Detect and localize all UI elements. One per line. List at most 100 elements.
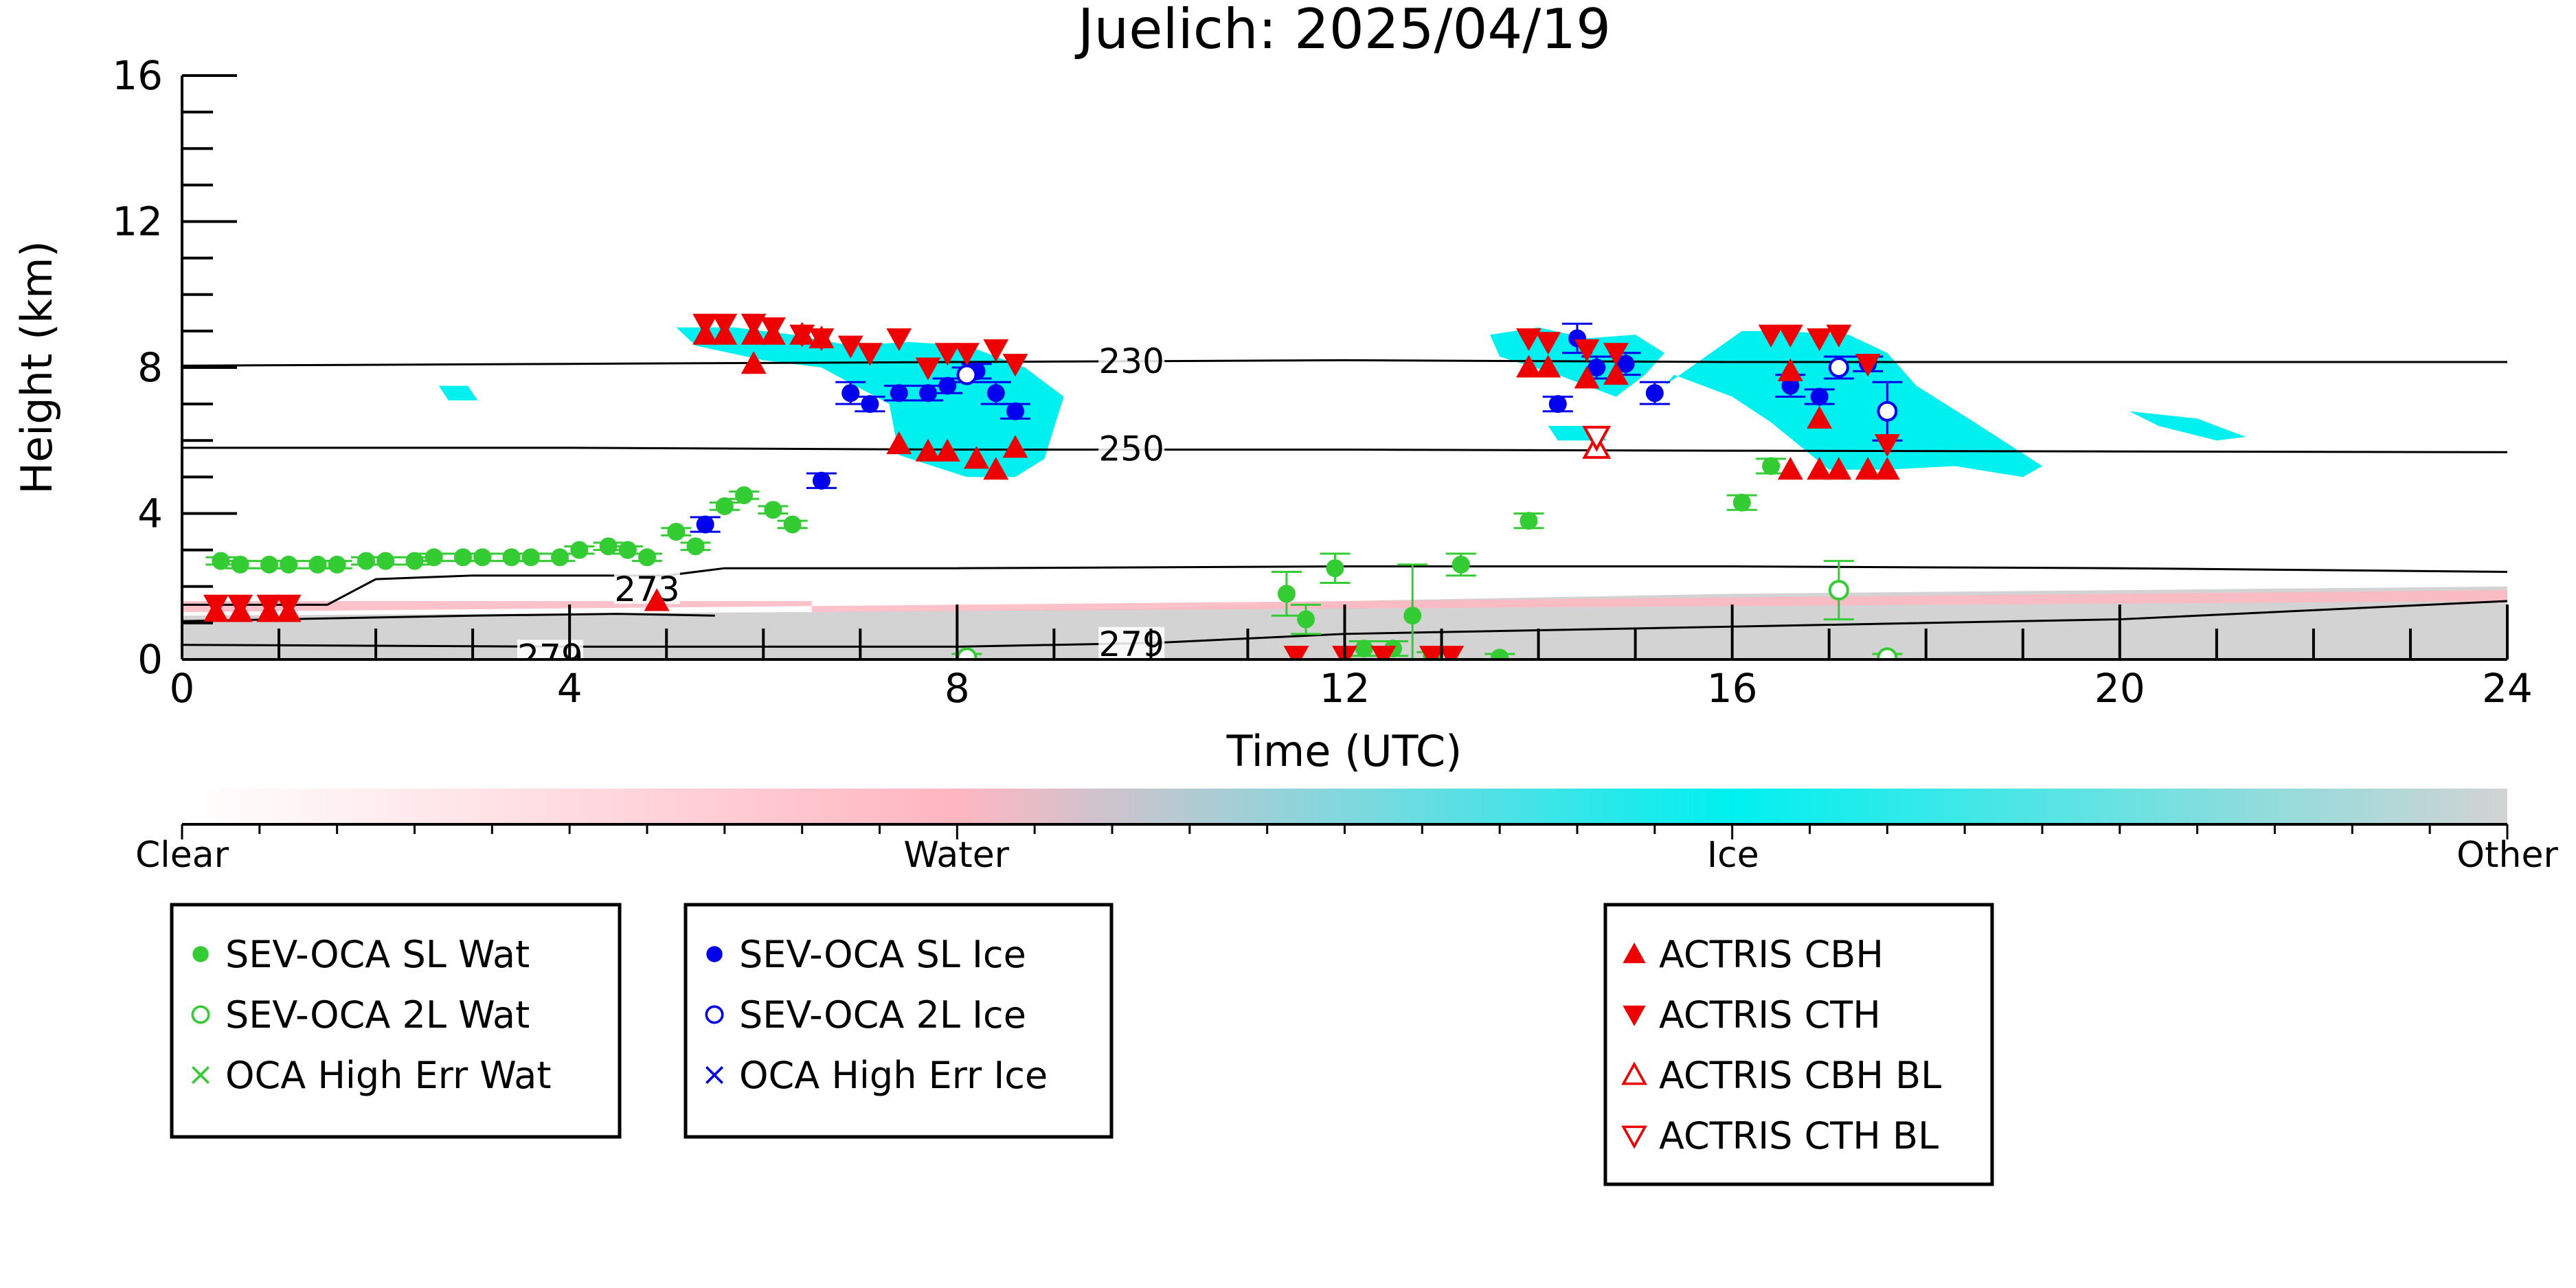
actris-point	[712, 313, 738, 337]
legend-box	[170, 903, 622, 1139]
ice-region	[1664, 330, 2042, 477]
legend-label: OCA High Err Wat	[225, 1054, 552, 1097]
data-point	[919, 384, 938, 403]
data-point	[551, 548, 569, 567]
legend-marker	[1621, 1125, 1647, 1149]
colorbar-gradient	[182, 789, 2507, 824]
legend-label: SEV-OCA SL Ice	[739, 933, 1026, 976]
data-point	[1326, 559, 1344, 578]
data-point	[812, 471, 831, 490]
contour-label-bg	[517, 640, 583, 659]
data-point	[357, 552, 375, 570]
actris-point	[741, 313, 767, 337]
actris-point	[915, 438, 941, 462]
data-point	[425, 548, 443, 567]
y-tick-label: 8	[137, 344, 163, 391]
x-tick-label: 12	[1320, 665, 1370, 712]
data-point	[1006, 402, 1024, 420]
actris-point	[1002, 354, 1028, 377]
data-point	[1877, 647, 1898, 659]
actris-point	[1574, 339, 1600, 363]
actris-point	[954, 343, 980, 366]
data-point	[1828, 580, 1849, 601]
actris-point	[915, 357, 941, 381]
legend-label: ACTRIS CBH	[1659, 933, 1884, 976]
legend-marker	[192, 1066, 210, 1084]
contour-label: 230	[1098, 341, 1164, 381]
actris-point	[1582, 425, 1612, 452]
data-point	[1588, 359, 1606, 376]
actris-point	[760, 317, 786, 341]
actris-point	[886, 431, 912, 455]
actris-point	[1777, 358, 1803, 381]
actris-point	[964, 446, 989, 469]
actris-point	[227, 594, 253, 618]
colorbar: Clear Water Ice Other	[135, 789, 2558, 876]
data-point	[328, 555, 346, 574]
actris-point	[1535, 332, 1561, 355]
actris-point	[644, 588, 670, 611]
ice-region	[2129, 411, 2246, 441]
actris-point	[1516, 328, 1541, 352]
data-point	[473, 548, 492, 567]
data-point	[1297, 610, 1315, 629]
data-point	[1877, 400, 1898, 422]
y-tick-label: 0	[137, 636, 163, 683]
legend-marker	[705, 1066, 723, 1084]
legend-label: ACTRIS CTH BL	[1659, 1114, 1939, 1157]
data-point	[454, 548, 473, 567]
actris-point	[1516, 354, 1541, 378]
x-tick-label: 0	[170, 665, 195, 712]
y-tick-label: 12	[112, 199, 163, 245]
data-point	[956, 364, 978, 385]
data-point	[1762, 457, 1781, 475]
legend-box	[1603, 903, 1994, 1186]
legend-label: OCA High Err Ice	[739, 1054, 1048, 1097]
legend-box	[683, 903, 1114, 1139]
data-point	[764, 501, 782, 519]
data-point	[1548, 395, 1567, 414]
data-point	[686, 537, 705, 556]
data-point	[599, 537, 618, 556]
actris-point	[857, 343, 883, 366]
legend-label: SEV-OCA SL Wat	[225, 933, 530, 976]
actris-point	[1777, 324, 1803, 348]
actris-point	[837, 335, 863, 359]
contour-label-bg	[1098, 626, 1165, 659]
actris-point	[275, 594, 302, 618]
x-tick-label: 8	[945, 665, 970, 712]
x-axis-title: Time (UTC)	[1226, 726, 1462, 776]
data-point	[1616, 354, 1635, 373]
data-point	[1277, 585, 1296, 603]
data-point	[1519, 512, 1538, 530]
data-point	[1403, 607, 1422, 625]
data-point	[861, 395, 879, 414]
actris-point	[1603, 343, 1629, 366]
actris-point	[934, 343, 960, 366]
actris-point	[1419, 646, 1445, 659]
ice-region	[438, 385, 478, 400]
data-point	[783, 515, 802, 534]
actris-point	[1777, 457, 1803, 480]
legend-marker	[1621, 1061, 1647, 1085]
data-point	[570, 541, 589, 559]
data-point	[502, 548, 521, 567]
actris-point	[789, 324, 815, 348]
data-point	[308, 555, 327, 574]
contour-label-bg	[614, 572, 680, 605]
actris-point	[1874, 434, 1900, 457]
actris-point	[983, 339, 1009, 363]
contour-label: 279	[517, 637, 583, 677]
temperature-contour	[182, 447, 2507, 453]
legend-marker	[1623, 942, 1646, 964]
legend-label: SEV-OCA 2L Wat	[225, 993, 530, 1037]
data-point	[1732, 493, 1751, 512]
data-point	[667, 523, 686, 541]
actris-point	[1758, 324, 1784, 348]
y-tick-label: 16	[112, 52, 163, 99]
temperature-contour	[182, 359, 2507, 367]
actris-point	[1438, 646, 1465, 659]
actris-point	[1874, 457, 1900, 480]
actris-point	[1574, 365, 1600, 389]
data-point	[376, 552, 395, 570]
